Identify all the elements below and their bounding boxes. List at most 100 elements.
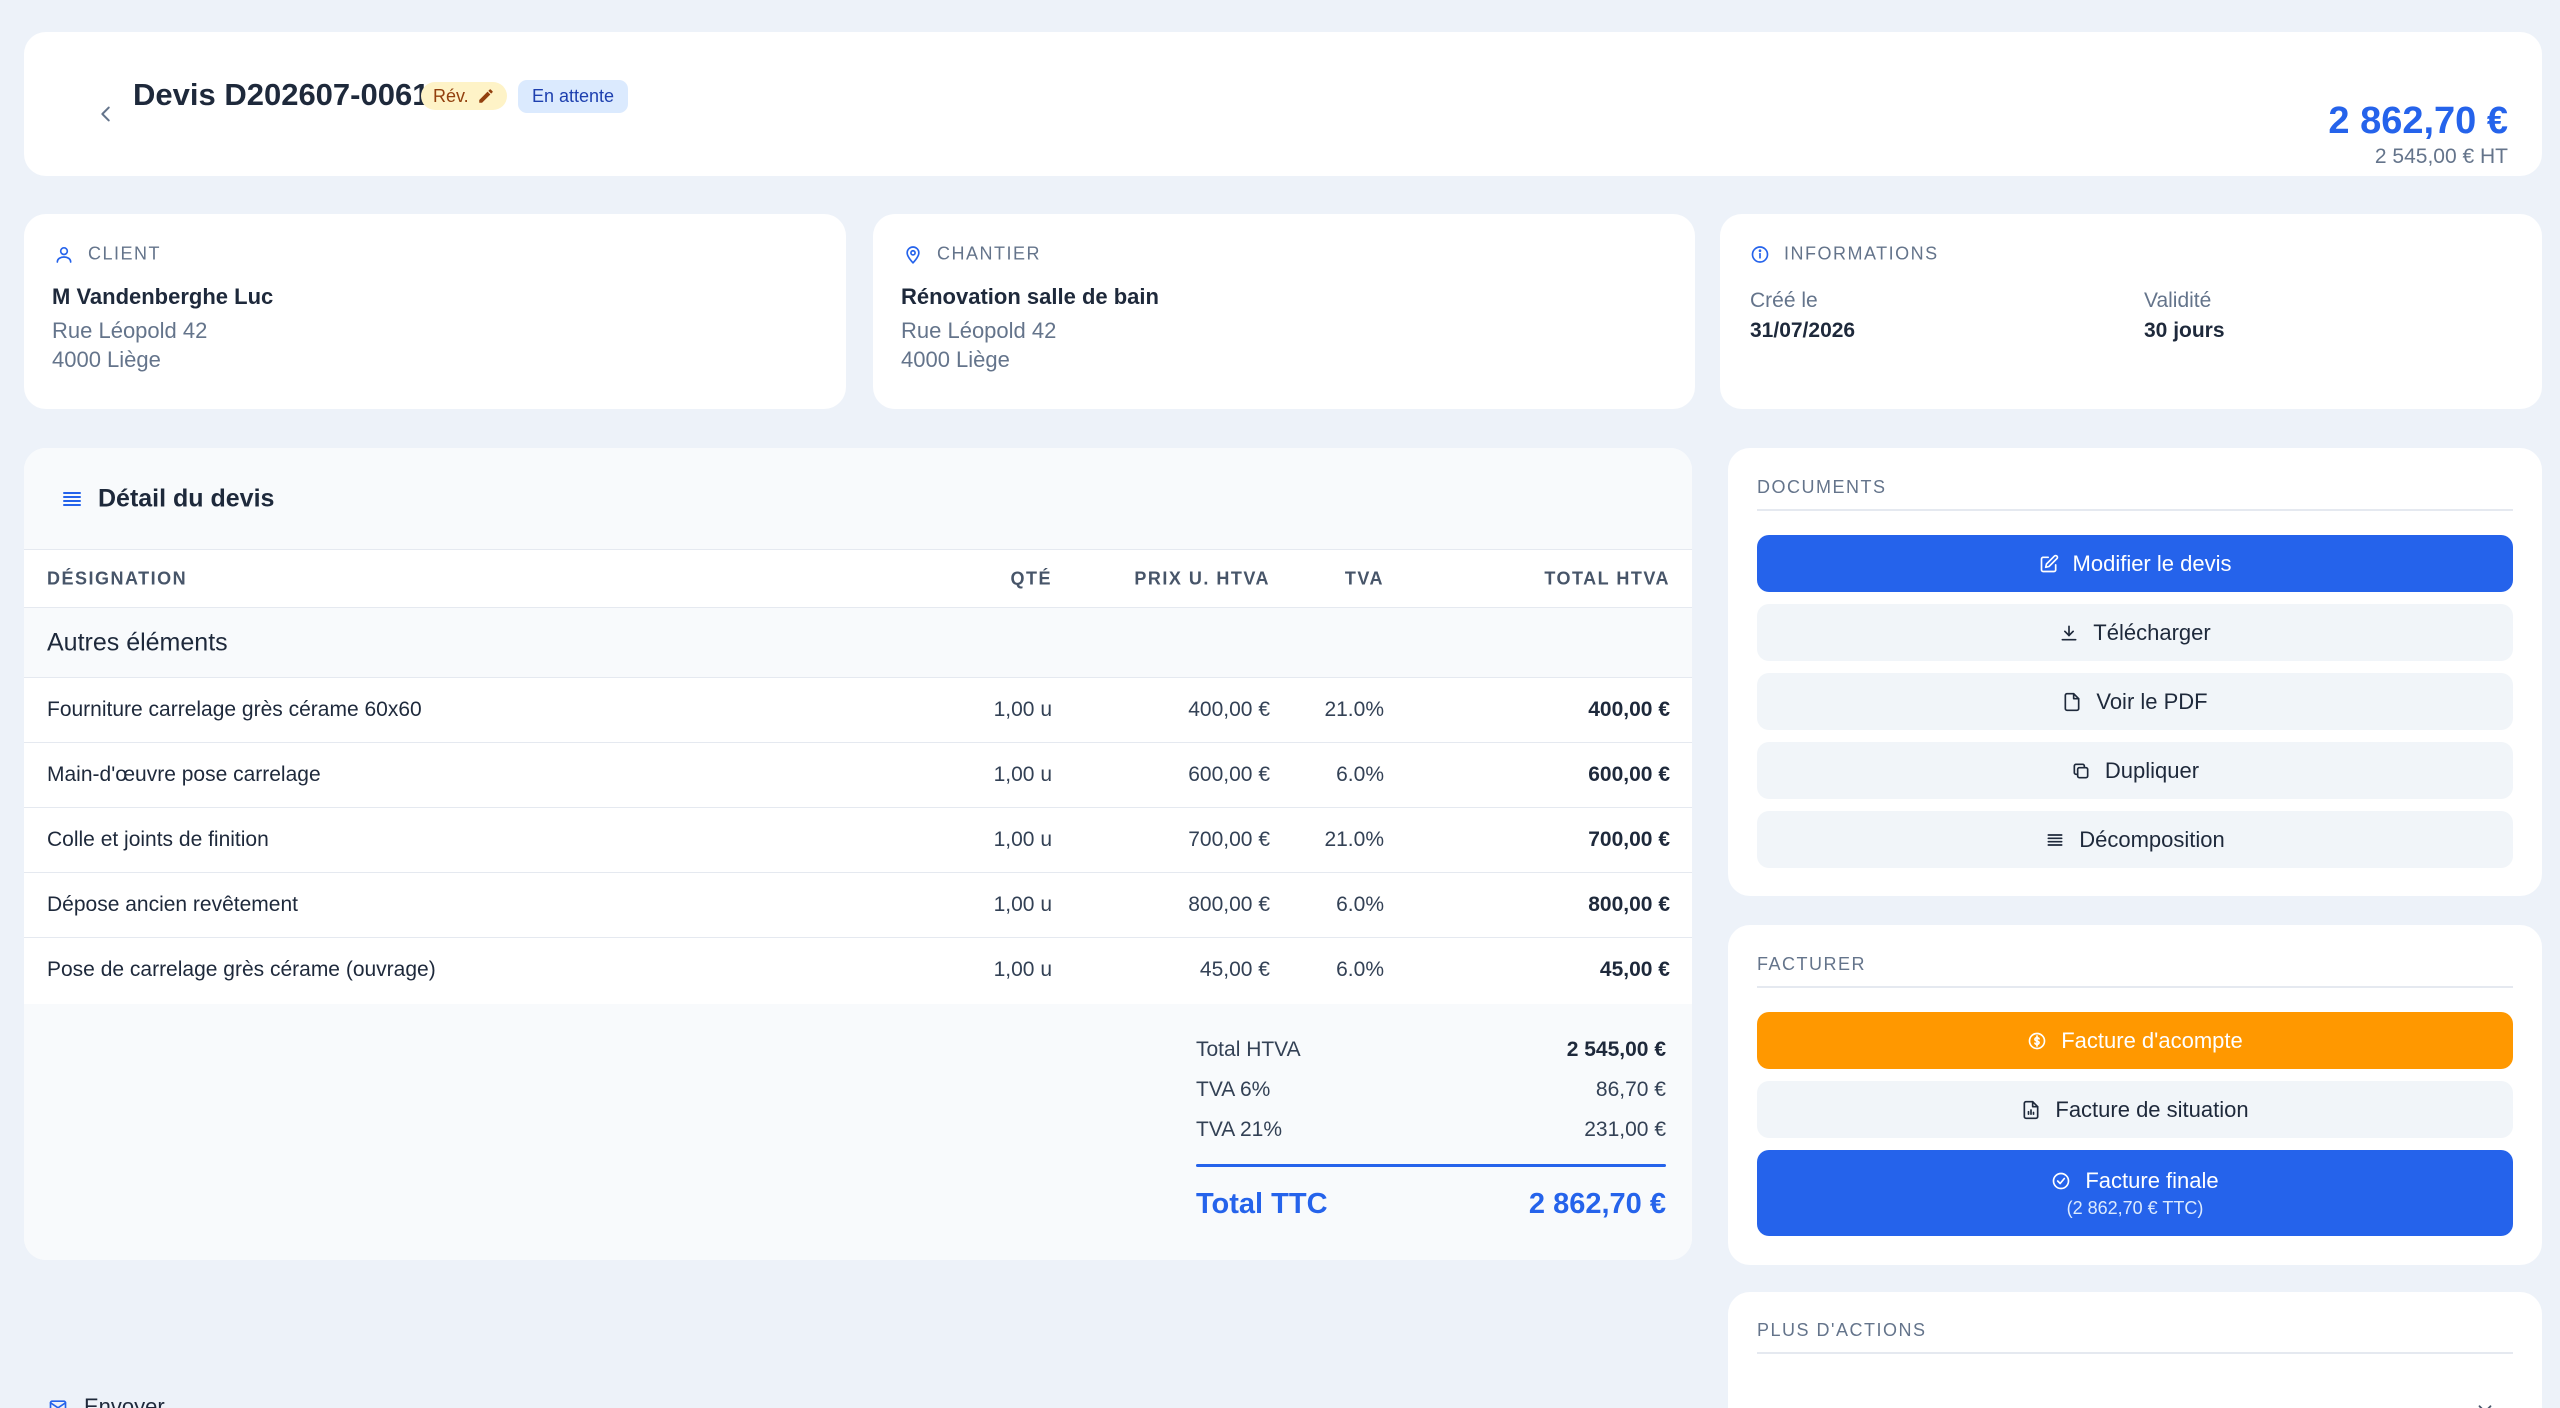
invoice-heading: FACTURER <box>1757 954 1867 974</box>
cell-total: 400,00 € <box>1588 698 1670 721</box>
download-button[interactable]: Télécharger <box>1757 604 2513 661</box>
documents-heading: DOCUMENTS <box>1757 477 1887 497</box>
more-actions-heading: PLUS D'ACTIONS <box>1757 1320 1927 1340</box>
cell-qty: 1,00 u <box>993 958 1052 981</box>
chantier-heading: CHANTIER <box>937 243 1042 264</box>
edit-quote-label: Modifier le devis <box>2072 550 2232 576</box>
deposit-invoice-button[interactable]: Facture d'acompte <box>1757 1012 2513 1069</box>
cell-unit-price: 600,00 € <box>1188 763 1270 786</box>
header-total-ttc: 2 862,70 € <box>2328 100 2508 142</box>
section-title: Autres éléments <box>47 628 228 657</box>
cell-tva: 21.0% <box>1324 828 1384 851</box>
table-header: DÉSIGNATION QTÉ PRIX U. HTVA TVA TOTAL H… <box>24 550 1692 608</box>
download-label: Télécharger <box>2093 619 2211 645</box>
cell-designation: Dépose ancien revêtement <box>47 893 298 916</box>
chantier-address-line1: Rue Léopold 42 <box>901 318 1057 343</box>
cell-unit-price: 700,00 € <box>1188 828 1270 851</box>
chantier-name: Rénovation salle de bain <box>901 284 1159 309</box>
list-icon <box>63 492 81 506</box>
total-ttc-label: Total TTC <box>1196 1188 1328 1220</box>
deposit-invoice-label: Facture d'acompte <box>2061 1027 2243 1053</box>
informations-heading: INFORMATIONS <box>1784 243 1939 264</box>
cell-qty: 1,00 u <box>993 763 1052 786</box>
detail-header: Détail du devis <box>24 448 1692 550</box>
total-ttc-value: 2 862,70 € <box>1528 1188 1666 1220</box>
cell-designation: Colle et joints de finition <box>47 828 269 851</box>
client-card: CLIENT M Vandenberghe Luc Rue Léopold 42… <box>24 214 846 409</box>
cell-unit-price: 800,00 € <box>1188 893 1270 916</box>
validity-value: 30 jours <box>2144 319 2225 342</box>
invoice-divider <box>1757 986 2513 988</box>
revision-label: Rév. <box>433 85 469 106</box>
total-htva-value: 2 545,00 € <box>1566 1038 1666 1061</box>
edit-quote-button[interactable]: Modifier le devis <box>1757 535 2513 592</box>
duplicate-button[interactable]: Dupliquer <box>1757 742 2513 799</box>
cell-total: 45,00 € <box>1599 958 1670 981</box>
cell-unit-price: 45,00 € <box>1199 958 1270 981</box>
client-address-line2: 4000 Liège <box>52 347 161 372</box>
tva6-value: 86,70 € <box>1595 1078 1666 1101</box>
page-title: Devis D202607-0061 <box>133 77 430 112</box>
chantier-card: CHANTIER Rénovation salle de bain Rue Lé… <box>873 214 1695 409</box>
cell-total: 800,00 € <box>1588 893 1670 916</box>
chantier-address-line2: 4000 Liège <box>901 347 1010 372</box>
cell-designation: Pose de carrelage grès cérame (ouvrage) <box>47 958 436 981</box>
mail-icon <box>49 1400 67 1408</box>
cell-tva: 6.0% <box>1336 958 1384 981</box>
created-label: Créé le <box>1750 289 1818 312</box>
situation-invoice-label: Facture de situation <box>2055 1096 2249 1122</box>
table-row: Colle et joints de finition 1,00 u 700,0… <box>24 808 1692 873</box>
pencil-icon <box>478 89 493 103</box>
documents-panel: DOCUMENTS Modifier le devis Télécharger … <box>1728 448 2542 896</box>
cell-qty: 1,00 u <box>993 893 1052 916</box>
informations-card: INFORMATIONS Créé le 31/07/2026 Validité… <box>1720 214 2542 409</box>
cell-unit-price: 400,00 € <box>1188 698 1270 721</box>
tva21-value: 231,00 € <box>1584 1118 1666 1141</box>
detail-title: Détail du devis <box>98 484 275 513</box>
created-value: 31/07/2026 <box>1750 319 1856 342</box>
quote-detail-card: Détail du devis DÉSIGNATION QTÉ PRIX U. … <box>24 448 1692 1260</box>
cell-designation: Main-d'œuvre pose carrelage <box>47 763 321 786</box>
view-pdf-label: Voir le PDF <box>2096 688 2208 714</box>
cell-qty: 1,00 u <box>993 698 1052 721</box>
more-actions-divider <box>1757 1352 2513 1354</box>
view-pdf-button[interactable]: Voir le PDF <box>1757 673 2513 730</box>
totals-area <box>24 1004 1692 1260</box>
file-icon <box>2064 692 2080 711</box>
validity-label: Validité <box>2144 289 2212 312</box>
final-invoice-amount: (2 862,70 € TTC) <box>2066 1197 2204 1218</box>
cell-tva: 6.0% <box>1336 763 1384 786</box>
client-address-line1: Rue Léopold 42 <box>52 318 208 343</box>
breakdown-button[interactable]: Décomposition <box>1757 811 2513 868</box>
duplicate-label: Dupliquer <box>2104 757 2200 783</box>
chevron-down-icon[interactable] <box>2474 1398 2496 1408</box>
client-name: M Vandenberghe Luc <box>52 284 274 309</box>
map-pin-icon <box>906 245 920 264</box>
header-total-ht: 2 545,00 € HT <box>2374 145 2508 168</box>
cell-total: 600,00 € <box>1588 763 1670 786</box>
edit-icon <box>2040 554 2058 572</box>
invoice-panel: FACTURER Facture d'acompte Facture de si… <box>1728 925 2542 1265</box>
total-htva-label: Total HTVA <box>1196 1038 1301 1061</box>
back-button[interactable] <box>84 92 128 136</box>
check-circle-icon <box>2053 1172 2070 1189</box>
col-tva: TVA <box>1344 568 1384 589</box>
revision-badge[interactable]: Rév. <box>421 82 507 110</box>
table-row: Dépose ancien revêtement 1,00 u 800,00 €… <box>24 873 1692 938</box>
list-icon <box>2047 833 2063 846</box>
send-action[interactable]: Envoyer <box>48 1394 165 1408</box>
totals-divider <box>1196 1164 1666 1167</box>
client-heading: CLIENT <box>88 243 162 264</box>
send-label: Envoyer <box>84 1394 165 1408</box>
info-icon <box>1751 245 1769 263</box>
more-actions-panel: PLUS D'ACTIONS <box>1728 1292 2542 1408</box>
chevron-left-icon <box>101 106 110 122</box>
cell-designation: Fourniture carrelage grès cérame 60x60 <box>47 698 422 721</box>
table-row: Pose de carrelage grès cérame (ouvrage) … <box>24 938 1692 1003</box>
download-icon <box>2061 625 2077 640</box>
cell-qty: 1,00 u <box>993 828 1052 851</box>
situation-invoice-button[interactable]: Facture de situation <box>1757 1081 2513 1138</box>
final-invoice-button[interactable]: Facture finale (2 862,70 € TTC) <box>1757 1150 2513 1236</box>
quote-header: Devis D202607-0061 Rév. En attente 2 862… <box>24 32 2542 176</box>
table-row: Fourniture carrelage grès cérame 60x60 1… <box>24 678 1692 743</box>
